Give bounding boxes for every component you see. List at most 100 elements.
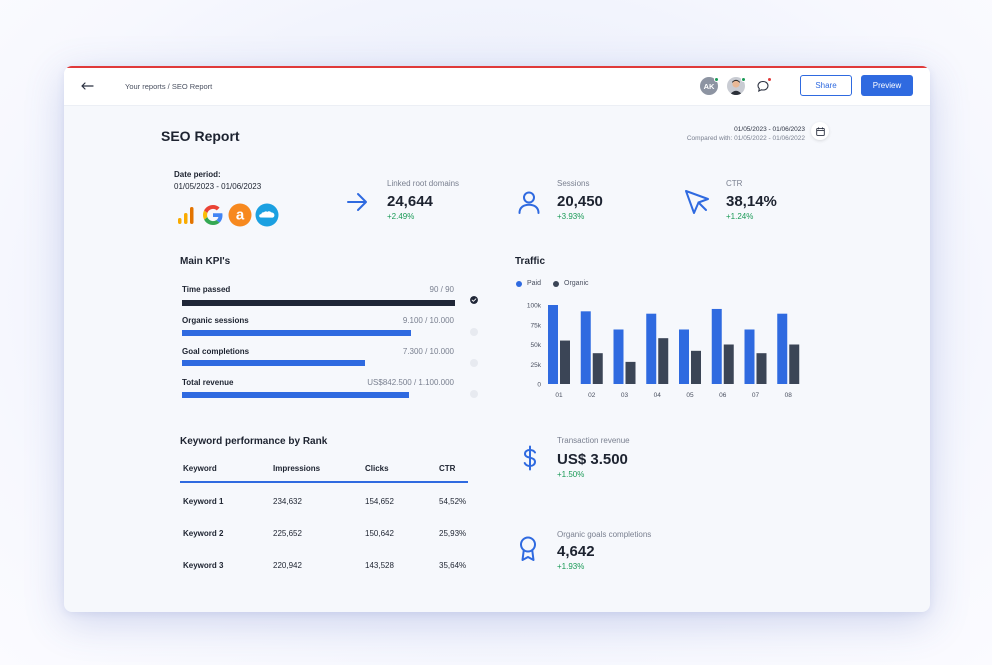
back-arrow-icon[interactable]: [80, 79, 94, 93]
online-dot: [714, 77, 719, 82]
traffic-chart: 100k 75k 50k 25k 0 01 02 03 04 05 06 07 08: [527, 303, 800, 399]
legend-swatch-organic: [553, 281, 559, 287]
kpi-label-linked-domains: Linked root domains: [387, 179, 460, 188]
calendar-icon: [815, 126, 825, 136]
bar-paid-04: [646, 313, 657, 384]
arrow-right-icon: [347, 193, 367, 211]
table-header-clicks: Clicks: [365, 464, 389, 473]
report-window: Your reports / SEO Report AK Share Previ…: [64, 66, 930, 612]
y-tick-label: 75k: [531, 322, 542, 329]
kpi-value-ctr: 38,14%: [726, 193, 777, 210]
bar-paid-02: [580, 311, 591, 384]
table-header-ctr: CTR: [439, 464, 456, 473]
google-icon: [203, 205, 223, 225]
person-photo-icon: [729, 79, 743, 95]
progress-bar-fill: [182, 300, 455, 306]
kpi-label-organic-goals: Organic goals completions: [557, 530, 652, 539]
x-tick-label: 07: [752, 392, 760, 399]
progress-bar-fill: [182, 330, 412, 336]
x-tick-label: 04: [654, 392, 662, 399]
table-cell-ctr: 35,64%: [439, 561, 467, 570]
kpi-label-transaction-revenue: Transaction revenue: [557, 436, 630, 445]
table-cell-impressions: 234,632: [273, 497, 302, 506]
bar-paid-08: [777, 313, 788, 384]
kpi-delta-ctr: +1.24%: [726, 212, 754, 221]
kpi-label-ctr: CTR: [726, 179, 743, 188]
accent-line: [64, 66, 930, 68]
preview-button[interactable]: Preview: [861, 75, 913, 96]
bar-organic-07: [756, 353, 767, 384]
table-cell-clicks: 143,528: [365, 561, 394, 570]
kpi-bar-label: Time passed: [182, 285, 231, 294]
avatar-photo[interactable]: [727, 77, 745, 95]
pending-dot: [470, 390, 478, 398]
x-tick-label: 01: [555, 392, 563, 399]
kpi-value-organic-goals: 4,642: [557, 543, 595, 560]
kpi-value-sessions: 20,450: [557, 193, 603, 210]
kpi-bar-label: Organic sessions: [182, 316, 249, 325]
legend-swatch-paid: [516, 281, 522, 287]
avatar[interactable]: AK: [700, 77, 718, 95]
kpi-bar-value: 9.100 / 10.000: [402, 316, 454, 325]
table-header-impressions: Impressions: [273, 464, 321, 473]
breadcrumb[interactable]: Your reports / SEO Report: [125, 82, 213, 91]
x-tick-label: 08: [785, 392, 793, 399]
table-cell-keyword: Keyword 2: [183, 529, 224, 538]
bar-paid-03: [613, 329, 624, 384]
compared-range: Compared with: 01/05/2022 - 01/06/2022: [686, 135, 805, 142]
date-range: 01/05/2023 - 01/06/2023: [734, 126, 805, 133]
kpi-bar-label: Goal completions: [182, 347, 250, 356]
dollar-icon: [523, 445, 537, 471]
date-picker-button[interactable]: [811, 122, 829, 140]
top-bar: Your reports / SEO Report AK Share Previ…: [64, 68, 930, 106]
progress-bar: [182, 330, 455, 336]
bar-organic-02: [592, 353, 603, 384]
kpi-delta-organic-goals: +1.93%: [557, 562, 585, 571]
keyword-table-title: Keyword performance by Rank: [180, 436, 328, 447]
bar-organic-06: [723, 344, 734, 384]
y-tick-label: 0: [537, 382, 541, 389]
table-cell-impressions: 220,942: [273, 561, 302, 570]
table-cell-clicks: 150,642: [365, 529, 394, 538]
traffic-title: Traffic: [515, 256, 546, 267]
y-tick-label: 100k: [527, 303, 542, 310]
progress-bar: [182, 392, 455, 398]
y-tick-label: 50k: [531, 342, 542, 349]
table-cell-ctr: 25,93%: [439, 529, 467, 538]
main-kpis-title: Main KPI's: [180, 256, 231, 267]
kpi-bar-label: Total revenue: [182, 378, 234, 387]
notification-dot: [767, 77, 772, 82]
y-tick-label: 25k: [531, 362, 542, 369]
kpi-value-transaction-revenue: US$ 3.500: [557, 451, 628, 468]
avatar-initials: AK: [703, 81, 715, 91]
table-header-keyword: Keyword: [183, 464, 217, 473]
kpi-bar-value: 7.300 / 10.000: [402, 347, 454, 356]
salesforce-icon: [255, 203, 279, 227]
kpi-bar-value: US$842.500 / 1.100.000: [367, 378, 454, 387]
kpi-delta-linked-domains: +2.49%: [387, 212, 415, 221]
bar-paid-06: [711, 308, 722, 384]
bar-organic-08: [789, 344, 800, 384]
bar-organic-04: [658, 338, 669, 384]
x-tick-label: 02: [588, 392, 596, 399]
kpi-bar-value: 90 / 90: [429, 285, 454, 294]
analytics-icon: [178, 207, 194, 224]
table-cell-keyword: Keyword 3: [183, 561, 224, 570]
table-cell-ctr: 54,52%: [439, 497, 467, 506]
kpi-label-sessions: Sessions: [557, 179, 590, 188]
chat-icon[interactable]: [756, 79, 770, 93]
check-icon: [470, 296, 478, 304]
pending-dot: [470, 359, 478, 367]
table-cell-impressions: 225,652: [273, 529, 302, 538]
user-icon: [518, 191, 540, 214]
cursor-icon: [685, 190, 709, 214]
share-button[interactable]: Share: [800, 75, 852, 96]
table-cell-keyword: Keyword 1: [183, 497, 224, 506]
kpi-delta-sessions: +3.93%: [557, 212, 585, 221]
x-tick-label: 05: [686, 392, 694, 399]
bar-paid-01: [548, 305, 558, 384]
period-label: Date period:: [174, 170, 221, 179]
progress-bar-fill: [182, 360, 365, 366]
svg-text:a: a: [236, 207, 245, 224]
bar-organic-01: [560, 340, 570, 384]
